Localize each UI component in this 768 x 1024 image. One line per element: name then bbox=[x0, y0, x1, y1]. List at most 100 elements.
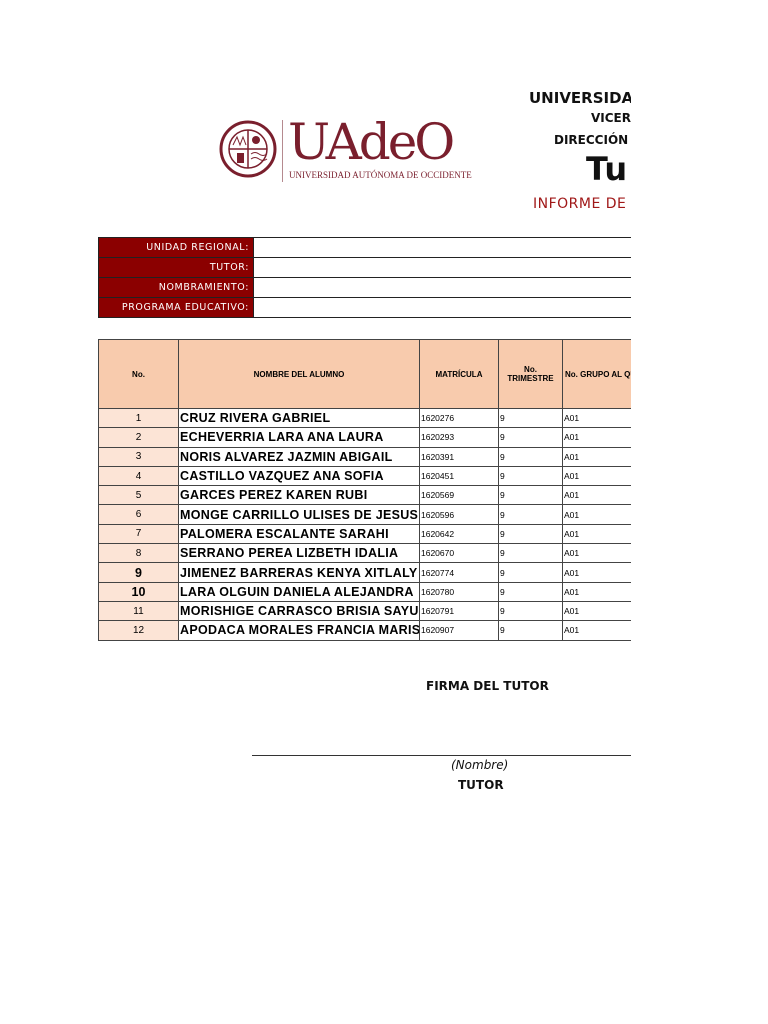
student-trimestre: 9 bbox=[498, 523, 563, 545]
student-matricula: 1620596 bbox=[419, 504, 499, 525]
student-grupo: A01 bbox=[562, 465, 631, 487]
logo-divider bbox=[282, 120, 283, 182]
table-row: 1 CRUZ RIVERA GABRIEL 1620276 9 A01 bbox=[98, 407, 631, 429]
info-label: UNIDAD REGIONAL: bbox=[98, 237, 254, 258]
student-number: 4 bbox=[98, 465, 179, 487]
header-nombre: NOMBRE DEL ALUMNO bbox=[178, 339, 420, 409]
student-trimestre: 9 bbox=[498, 543, 563, 564]
student-trimestre: 9 bbox=[498, 581, 563, 602]
student-grupo: A01 bbox=[562, 543, 631, 564]
table-row: 10 LARA OLGUIN DANIELA ALEJANDRA 1620780 9 A… bbox=[98, 581, 631, 602]
page-content: UAdeO UNIVERSIDAD AUTÓNOMA DE OCCIDENTE … bbox=[98, 89, 631, 792]
student-trimestre: 9 bbox=[498, 427, 563, 448]
student-name: LARA OLGUIN DANIELA ALEJANDRA bbox=[178, 581, 420, 602]
signature-role: TUTOR bbox=[458, 778, 504, 792]
student-matricula: 1620569 bbox=[419, 485, 499, 506]
info-label: TUTOR: bbox=[98, 257, 254, 278]
info-value[interactable] bbox=[253, 237, 631, 258]
info-value[interactable] bbox=[253, 257, 631, 278]
student-number: 5 bbox=[98, 485, 179, 506]
student-grupo: A01 bbox=[562, 485, 631, 506]
student-name: MORISHIGE CARRASCO BRISIA SAYUR bbox=[178, 600, 420, 622]
student-matricula: 1620642 bbox=[419, 523, 499, 545]
student-matricula: 1620791 bbox=[419, 600, 499, 622]
student-grupo: A01 bbox=[562, 620, 631, 641]
table-row: 8 SERRANO PEREA LIZBETH IDALIA 1620670 9 A01 bbox=[98, 543, 631, 564]
student-name: NORIS ALVAREZ JAZMIN ABIGAIL bbox=[178, 446, 420, 467]
student-trimestre: 9 bbox=[498, 600, 563, 622]
logo-subtitle: UNIVERSIDAD AUTÓNOMA DE OCCIDENTE bbox=[289, 170, 472, 180]
university-heading: UNIVERSIDAD bbox=[529, 89, 631, 107]
info-row-programa: PROGRAMA EDUCATIVO: bbox=[98, 297, 631, 318]
student-name: JIMENEZ BARRERAS KENYA XITLALY bbox=[178, 562, 420, 583]
info-table: UNIDAD REGIONAL: TUTOR: NOMBRAMIENTO: PR… bbox=[98, 237, 631, 318]
table-row: 5 GARCES PEREZ KAREN RUBI 1620569 9 A01 bbox=[98, 485, 631, 506]
student-matricula: 1620293 bbox=[419, 427, 499, 448]
student-grupo: A01 bbox=[562, 504, 631, 525]
students-table: No. NOMBRE DEL ALUMNO MATRÍCULA No. TRIM… bbox=[98, 339, 631, 641]
direccion-heading: DIRECCIÓN I bbox=[554, 133, 631, 147]
student-matricula: 1620670 bbox=[419, 543, 499, 564]
student-number: 1 bbox=[98, 407, 179, 429]
table-row: 2 ECHEVERRIA LARA ANA LAURA 1620293 9 A01 bbox=[98, 427, 631, 448]
university-seal-logo bbox=[219, 120, 277, 178]
student-trimestre: 9 bbox=[498, 504, 563, 525]
student-matricula: 1620391 bbox=[419, 446, 499, 467]
student-name: MONGE CARRILLO ULISES DE JESUS bbox=[178, 504, 420, 525]
student-trimestre: 9 bbox=[498, 562, 563, 583]
table-row: 9 JIMENEZ BARRERAS KENYA XITLALY 1620774 9 A… bbox=[98, 562, 631, 583]
student-trimestre: 9 bbox=[498, 446, 563, 467]
student-number: 3 bbox=[98, 446, 179, 467]
student-number: 8 bbox=[98, 543, 179, 564]
student-name: PALOMERA ESCALANTE SARAHI bbox=[178, 523, 420, 545]
student-name: CRUZ RIVERA GABRIEL bbox=[178, 407, 420, 429]
student-grupo: A01 bbox=[562, 523, 631, 545]
student-number: 9 bbox=[98, 562, 179, 583]
table-row: 6 MONGE CARRILLO ULISES DE JESUS 1620596 9 A… bbox=[98, 504, 631, 525]
info-row-tutor: TUTOR: bbox=[98, 257, 631, 278]
info-value[interactable] bbox=[253, 297, 631, 318]
header-matricula: MATRÍCULA bbox=[419, 339, 499, 409]
student-number: 2 bbox=[98, 427, 179, 448]
table-row: 7 PALOMERA ESCALANTE SARAHI 1620642 9 A01 bbox=[98, 523, 631, 545]
table-row: 3 NORIS ALVAREZ JAZMIN ABIGAIL 1620391 9 A01 bbox=[98, 446, 631, 467]
student-number: 10 bbox=[98, 581, 179, 602]
student-name: APODACA MORALES FRANCIA MARISC bbox=[178, 620, 420, 641]
student-matricula: 1620780 bbox=[419, 581, 499, 602]
student-trimestre: 9 bbox=[498, 485, 563, 506]
info-label: PROGRAMA EDUCATIVO: bbox=[98, 297, 254, 318]
signature-line bbox=[252, 755, 631, 756]
info-row-unidad-regional: UNIDAD REGIONAL: bbox=[98, 237, 631, 258]
student-trimestre: 9 bbox=[498, 620, 563, 641]
student-name: SERRANO PEREA LIZBETH IDALIA bbox=[178, 543, 420, 564]
header-no: No. bbox=[98, 339, 179, 409]
student-name: CASTILLO VAZQUEZ ANA SOFIA bbox=[178, 465, 420, 487]
info-label: NOMBRAMIENTO: bbox=[98, 277, 254, 298]
student-number: 7 bbox=[98, 523, 179, 545]
signature-name-placeholder: (Nombre) bbox=[451, 758, 509, 772]
info-row-nombramiento: NOMBRAMIENTO: bbox=[98, 277, 631, 298]
student-grupo: A01 bbox=[562, 446, 631, 467]
student-grupo: A01 bbox=[562, 581, 631, 602]
uadeo-logo-text: UAdeO bbox=[288, 113, 455, 171]
document-title: Tu bbox=[586, 150, 628, 188]
student-number: 12 bbox=[98, 620, 179, 641]
student-matricula: 1620451 bbox=[419, 465, 499, 487]
report-subtitle: INFORME DE bbox=[533, 196, 627, 212]
student-number: 6 bbox=[98, 504, 179, 525]
student-grupo: A01 bbox=[562, 562, 631, 583]
student-matricula: 1620276 bbox=[419, 407, 499, 429]
student-grupo: A01 bbox=[562, 407, 631, 429]
student-number: 11 bbox=[98, 600, 179, 622]
student-matricula: 1620907 bbox=[419, 620, 499, 641]
info-value[interactable] bbox=[253, 277, 631, 298]
student-grupo: A01 bbox=[562, 600, 631, 622]
student-matricula: 1620774 bbox=[419, 562, 499, 583]
student-trimestre: 9 bbox=[498, 407, 563, 429]
table-row: 12 APODACA MORALES FRANCIA MARISC 1620907 9… bbox=[98, 620, 631, 641]
header-trimestre: No. TRIMESTRE bbox=[498, 339, 563, 409]
table-row: 4 CASTILLO VAZQUEZ ANA SOFIA 1620451 9 A01 bbox=[98, 465, 631, 487]
student-name: GARCES PEREZ KAREN RUBI bbox=[178, 485, 420, 506]
signature-label: FIRMA DEL TUTOR bbox=[426, 679, 549, 693]
